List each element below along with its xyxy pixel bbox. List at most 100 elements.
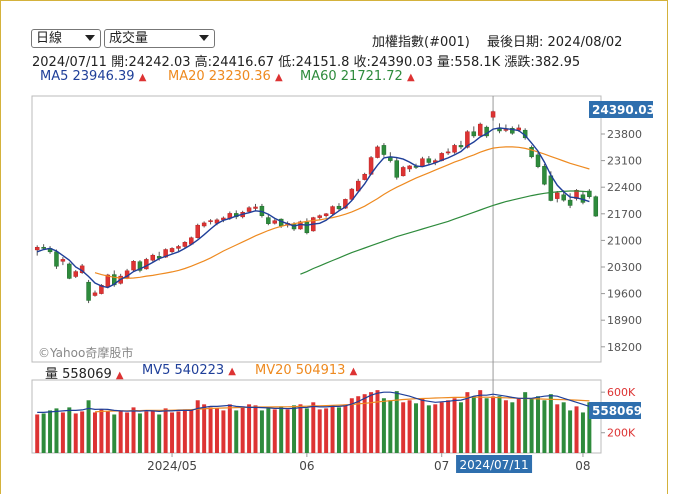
volume-bar — [317, 409, 322, 453]
candle-body — [317, 215, 322, 218]
price-badge-label: 24390.03 — [592, 103, 655, 117]
candle-body — [535, 154, 541, 167]
volume-bar — [292, 405, 297, 453]
volume-bar — [272, 409, 277, 453]
volume-bar — [195, 400, 200, 453]
candle-body — [490, 111, 496, 118]
triangle-up-icon: ▲ — [406, 72, 415, 83]
volume-panel — [31, 379, 602, 454]
volume-bar — [407, 400, 412, 453]
candle-body — [253, 206, 258, 209]
volume-bar — [414, 403, 419, 453]
widget-frame — [0, 0, 668, 494]
volume-bar — [388, 400, 393, 453]
index-name: 加權指數(#001) — [372, 35, 470, 50]
candle-body — [92, 292, 98, 296]
volume-bar — [202, 404, 207, 453]
volume-bar — [503, 400, 508, 453]
candle-body — [471, 131, 477, 137]
volume-bar — [105, 411, 110, 453]
ohlc-row: 2024/07/11 開:24242.03 高:24416.67 低:24151… — [32, 51, 580, 70]
triangle-up-icon: ▲ — [138, 72, 147, 83]
x-tick-label: 06 — [299, 459, 314, 473]
volume-bar — [112, 414, 117, 453]
candle-body — [266, 217, 271, 224]
triangle-up-icon: ▲ — [115, 370, 124, 381]
mv5-legend: MV5 540223 ▲ — [142, 363, 236, 378]
candle-body — [529, 147, 534, 158]
ohlc-low: 低:24151.8 — [278, 55, 350, 70]
period-select[interactable]: 日線 — [31, 29, 101, 48]
volume-bar — [574, 406, 579, 453]
crosshair-date-badge: 2024/07/11 — [456, 455, 533, 473]
candle-body — [407, 165, 412, 170]
volume-bar — [536, 396, 540, 453]
price-badge: 24390.03 — [589, 101, 655, 118]
volume-bar — [433, 404, 438, 453]
volume-bar — [35, 414, 40, 453]
ma5-legend: MA5 23946.39 ▲ — [40, 69, 146, 84]
volume-badge-label: 558069 — [592, 404, 642, 418]
ohlc-date: 2024/07/11 — [32, 55, 107, 70]
y-tick-label: 23100 — [607, 155, 642, 168]
candle-body — [54, 251, 59, 267]
mv5-legend-label: MV5 540223 — [142, 363, 225, 378]
yahoo-watermark: ©Yahoo奇摩股市 — [38, 345, 133, 360]
volume-bar — [86, 400, 91, 453]
chevron-down-icon — [85, 35, 95, 41]
y-tick-label: 19600 — [607, 288, 642, 301]
candle-body — [131, 261, 136, 271]
volume-bar — [125, 412, 130, 453]
volume-bar — [182, 409, 187, 453]
volume-bar — [99, 409, 104, 453]
volume-legend-label: 量 558069 — [45, 367, 112, 382]
candle-body — [336, 205, 342, 210]
candle-body — [343, 199, 348, 209]
volume-bar — [208, 407, 213, 453]
volume-bar — [375, 390, 380, 453]
candle-body — [246, 207, 252, 212]
volume-bar — [426, 405, 431, 453]
candle-body — [41, 246, 46, 249]
ohlc-change: 漲跌:382.95 — [504, 55, 581, 70]
indicator-select[interactable]: 成交量 — [104, 29, 215, 48]
volume-bar — [73, 413, 78, 453]
volume-bar — [446, 400, 451, 453]
ma5-line — [36, 127, 590, 289]
price-panel — [31, 95, 602, 363]
volume-bar — [214, 408, 219, 453]
candle-body — [400, 167, 406, 177]
volume-bar — [510, 402, 515, 453]
triangle-up-icon: ▲ — [274, 72, 283, 83]
volume-bar — [580, 412, 585, 453]
y-tick-label: 23800 — [607, 128, 642, 141]
volume-bar — [54, 408, 59, 453]
volume-bar — [144, 411, 149, 453]
volume-bar — [67, 407, 72, 453]
price-badge-bg — [589, 101, 653, 118]
candle-body — [503, 129, 509, 131]
volume-bar — [247, 404, 252, 453]
candle-body — [477, 123, 483, 136]
ohlc-open: 開:24242.03 — [111, 55, 191, 70]
volume-bar — [401, 402, 406, 453]
y-tick-label: 21000 — [607, 234, 642, 247]
y-tick-label: 18900 — [607, 314, 642, 327]
ma60-line — [300, 190, 590, 275]
candle-body — [375, 146, 380, 158]
volume-bar — [60, 412, 65, 453]
period-select-value: 日線 — [36, 31, 63, 46]
mv5-line — [37, 391, 590, 413]
candle-body — [144, 259, 149, 270]
volume-bar — [234, 410, 239, 453]
volume-bar — [542, 400, 547, 453]
volume-tick-label: 200K — [607, 427, 636, 440]
volume-bar — [304, 408, 309, 453]
crosshair-date-bg — [456, 455, 533, 473]
ma60-legend-label: MA60 21721.72 — [300, 69, 403, 84]
ohlc-volume: 量:558.1K — [437, 55, 501, 70]
y-tick-label: 22400 — [607, 181, 642, 194]
volume-bar — [266, 408, 271, 453]
volume-bar — [163, 408, 168, 453]
